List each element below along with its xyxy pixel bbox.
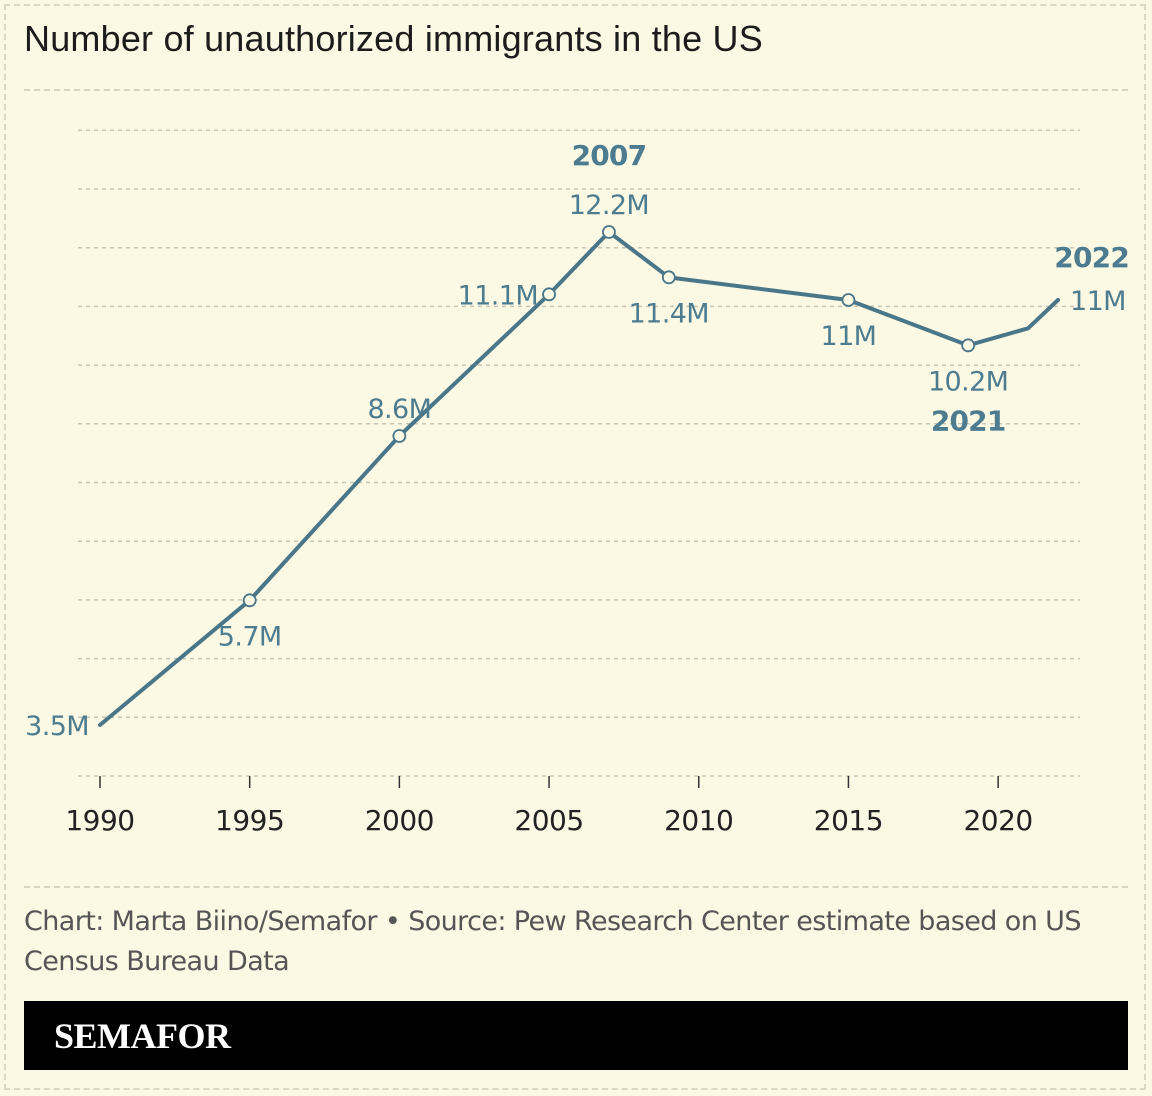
chart-frame (4, 4, 1146, 1090)
data-label: 5.7M (218, 621, 282, 652)
year-label: 2007 (572, 139, 647, 172)
data-point (841, 293, 856, 307)
data-label: 12.2M (569, 190, 649, 221)
data-label: 3.5M (25, 711, 89, 742)
x-tick-label: 2010 (664, 804, 733, 837)
year-label: 2021 (931, 404, 1006, 437)
semafor-logo: SEMAFOR (54, 1016, 231, 1056)
series-line-group (98, 230, 1060, 727)
data-label: 11.4M (629, 298, 709, 329)
data-point (542, 287, 556, 302)
x-tick-label: 2005 (514, 804, 583, 837)
brand-bar: SEMAFOR (24, 1001, 1128, 1070)
data-label: 8.6M (367, 394, 431, 425)
data-markers (242, 225, 976, 608)
data-label: 11.1M (458, 280, 538, 311)
data-labels: 3.5M 5.7M 8.6M 11.1M 12.2M 2007 11.4M 11M 10.2M 2… (25, 139, 1130, 742)
data-label: 11M (1070, 286, 1126, 317)
chart-title: Number of unauthorized immigrants in the… (24, 18, 763, 59)
grid-lines (78, 129, 1080, 777)
footer-divider (24, 886, 1128, 888)
x-tick-label: 1990 (65, 804, 134, 837)
x-axis: 1990 1995 2000 2005 2010 2015 2020 (65, 776, 1033, 837)
x-tick-label: 2015 (814, 804, 883, 837)
data-point (961, 338, 976, 353)
source-note: Chart: Marta Biino/Semafor • Source: Pew… (24, 906, 1081, 977)
data-point (392, 429, 407, 443)
data-point (661, 270, 676, 285)
title-divider (24, 89, 1128, 91)
year-label: 2022 (1054, 241, 1129, 274)
x-tick-label: 1995 (215, 804, 284, 837)
x-tick-label: 2020 (963, 804, 1032, 837)
data-label: 11M (821, 321, 877, 352)
series-line (98, 230, 1060, 727)
data-point (242, 593, 257, 608)
x-tick-label: 2000 (365, 804, 434, 837)
line-chart: 1990 1995 2000 2005 2010 2015 2020 3.5M 5.7M 8.6… (25, 129, 1130, 837)
data-point (602, 225, 616, 239)
data-label: 10.2M (928, 366, 1008, 397)
